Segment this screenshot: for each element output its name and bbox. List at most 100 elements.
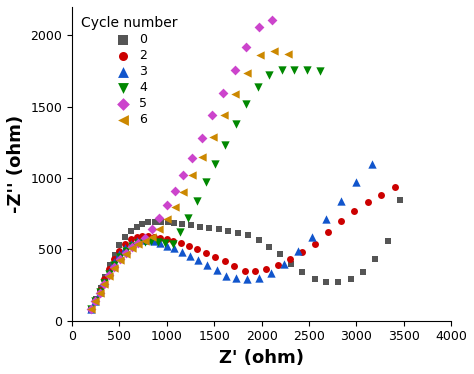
4 <box>122 248 130 254</box>
0 <box>206 225 213 231</box>
5 <box>110 264 118 270</box>
4 <box>278 67 285 73</box>
2 <box>170 238 177 244</box>
0 <box>384 238 392 244</box>
0 <box>335 279 342 285</box>
5 <box>189 155 196 161</box>
2 <box>364 199 372 205</box>
3 <box>100 279 108 285</box>
6 <box>163 217 171 223</box>
5 <box>268 17 276 23</box>
4 <box>221 142 229 148</box>
5 <box>141 235 149 241</box>
6 <box>128 245 136 251</box>
3 <box>368 161 375 167</box>
2 <box>116 248 123 254</box>
2 <box>241 268 248 274</box>
2 <box>127 236 135 242</box>
0 <box>127 228 135 234</box>
0 <box>359 269 367 275</box>
0 <box>322 279 330 285</box>
5 <box>171 188 179 194</box>
6 <box>199 154 206 160</box>
0 <box>215 227 223 233</box>
4 <box>254 84 262 90</box>
X-axis label: Z' (ohm): Z' (ohm) <box>219 349 304 367</box>
3 <box>105 269 113 275</box>
0 <box>372 257 379 263</box>
3 <box>322 217 330 223</box>
0 <box>133 224 140 230</box>
4 <box>232 121 239 127</box>
5 <box>100 281 108 287</box>
4 <box>184 215 192 221</box>
2 <box>138 233 146 239</box>
2 <box>286 257 294 263</box>
Legend: 0, 2, 3, 4, 5, 6: 0, 2, 3, 4, 5, 6 <box>78 13 180 129</box>
5 <box>199 135 206 141</box>
0 <box>101 273 109 279</box>
0 <box>187 222 194 228</box>
5 <box>96 290 103 296</box>
4 <box>135 240 142 246</box>
5 <box>148 227 156 233</box>
2 <box>337 218 345 224</box>
4 <box>317 68 324 74</box>
3 <box>150 238 157 244</box>
6 <box>270 48 278 54</box>
3 <box>87 306 95 312</box>
0 <box>287 261 295 267</box>
3 <box>186 252 193 258</box>
0 <box>171 220 178 226</box>
5 <box>105 272 113 278</box>
4 <box>162 240 169 246</box>
4 <box>116 254 124 260</box>
3 <box>121 245 129 251</box>
2 <box>324 229 332 235</box>
0 <box>87 306 95 312</box>
2 <box>185 243 192 249</box>
4 <box>155 239 162 245</box>
6 <box>209 134 217 140</box>
0 <box>92 296 100 302</box>
0 <box>178 221 186 227</box>
6 <box>122 251 130 257</box>
2 <box>177 240 185 246</box>
3 <box>127 241 135 247</box>
3 <box>116 251 123 257</box>
2 <box>133 234 140 240</box>
2 <box>105 266 113 272</box>
6 <box>110 265 118 271</box>
0 <box>311 276 319 282</box>
6 <box>91 298 99 304</box>
4 <box>110 262 118 268</box>
2 <box>193 246 201 252</box>
0 <box>157 219 165 225</box>
3 <box>244 276 251 282</box>
6 <box>135 241 142 247</box>
2 <box>110 257 118 263</box>
0 <box>116 242 123 248</box>
6 <box>284 51 292 57</box>
5 <box>219 89 227 95</box>
0 <box>97 285 104 291</box>
6 <box>87 306 95 312</box>
6 <box>96 290 103 296</box>
2 <box>263 266 270 272</box>
4 <box>100 280 108 286</box>
3 <box>233 275 240 281</box>
6 <box>220 112 228 118</box>
6 <box>141 237 149 243</box>
3 <box>353 180 360 186</box>
2 <box>211 254 219 260</box>
4 <box>105 271 113 277</box>
0 <box>276 251 283 257</box>
0 <box>225 228 232 234</box>
3 <box>294 248 301 254</box>
0 <box>106 262 114 268</box>
6 <box>256 52 264 58</box>
0 <box>255 237 263 243</box>
3 <box>203 262 211 268</box>
4 <box>176 229 184 235</box>
6 <box>105 273 113 279</box>
